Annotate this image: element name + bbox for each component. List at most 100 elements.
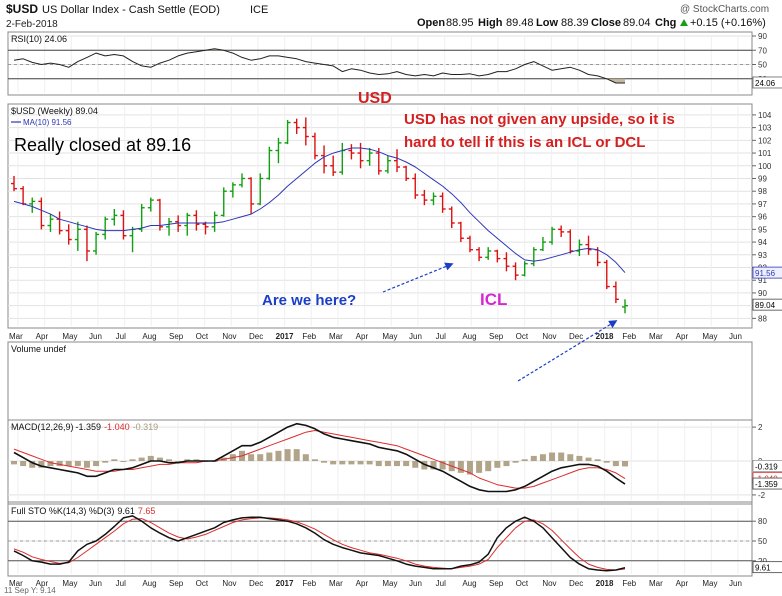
month-label: Jun [89, 332, 102, 341]
price-bar [321, 145, 328, 174]
question-arrow [382, 262, 454, 293]
price-title: $USD (Weekly) 89.04 [11, 106, 98, 116]
price-bar [521, 261, 528, 277]
month-label: Mar [9, 332, 23, 341]
price-bar [220, 187, 227, 217]
month-label: Mar [649, 332, 663, 341]
macd-histogram-bar [567, 454, 574, 461]
macd-histogram-bar [539, 454, 546, 461]
macd-histogram-bar [330, 461, 337, 465]
price-bar [138, 203, 145, 232]
month-label: Jun [409, 579, 422, 588]
price-tick-label: 90 [758, 289, 767, 298]
annotations: Really closed at 89.16 USD USD has not g… [14, 90, 675, 382]
price-bar [193, 210, 200, 231]
price-bar [485, 247, 492, 260]
month-label: Jun [729, 332, 742, 341]
month-label: Dec [569, 332, 583, 341]
price-bar [603, 259, 610, 290]
macd-histogram-bar [348, 461, 355, 465]
price-bar [83, 225, 90, 262]
month-label: Nov [222, 579, 236, 588]
price-bar [622, 299, 628, 314]
month-label: Jul [116, 332, 126, 341]
price-content [11, 117, 628, 314]
macd-histogram-bar [494, 461, 501, 468]
macd-histogram-bar [284, 449, 291, 461]
price-bar [612, 281, 619, 304]
macd-histogram-bar [366, 461, 373, 465]
price-bar [175, 215, 182, 232]
macd-histogram-bar [184, 459, 191, 461]
month-axis: Mar Apr May Jun Jul Aug Sep Oct Nov Dec 2017 Feb Mar… [9, 332, 742, 341]
quote-line: Open 88.95 High 89.48 Low 88.39 Close 89… [417, 17, 766, 29]
macd-histogram-bar [357, 461, 364, 465]
price-last-value: 89.04 [755, 301, 776, 310]
macd-histogram-bar [248, 454, 255, 461]
price-bar [93, 231, 100, 255]
sto-title-value-1: 9.61 [117, 506, 135, 516]
price-bar [476, 247, 483, 262]
low-value: 88.39 [561, 17, 589, 29]
chart-header: $USD US Dollar Index - Cash Settle (EOD)… [6, 2, 769, 30]
macd-histogram-bar [166, 459, 173, 461]
sto-panel[interactable]: 2050809.61 Full STO %K(14,3) %D(3)9.617.… [7, 503, 782, 577]
ma10-line [13, 147, 626, 273]
macd-histogram-bar [65, 461, 72, 467]
macd-histogram-bar [175, 461, 182, 462]
month-label: Aug [142, 332, 156, 341]
month-label: Oct [196, 332, 209, 341]
price-bar [302, 117, 309, 146]
price-tick-label: 91 [758, 276, 767, 285]
macd-panel[interactable]: -202-0.319-1.040-1.359 MACD(12,26,9)-1.3… [7, 419, 782, 503]
close-value: 89.04 [623, 17, 651, 29]
price-tick-label: 102 [758, 136, 772, 145]
macd-line [13, 422, 626, 493]
price-bar [348, 144, 355, 160]
hover-label: 11 Sep Y: 9.14 [4, 586, 56, 595]
price-last-value-box [752, 298, 782, 311]
price-bar [229, 182, 236, 198]
price-bar [549, 226, 556, 245]
month-label: Aug [462, 332, 476, 341]
high-value: 89.48 [506, 17, 534, 29]
month-label: 2018 [596, 332, 614, 341]
price-bar [576, 239, 583, 257]
macd-title: MACD(12,26,9) -1.359 -1.040 -0.319 [11, 422, 158, 432]
sto-axis: 2050809.61 [752, 517, 782, 574]
high-label: High [478, 17, 503, 29]
price-bar [11, 175, 17, 192]
month-label: Apr [676, 332, 689, 341]
price-axis: 8889909192939495969798991001011021031049… [752, 111, 782, 323]
bottom-month-axis: Mar Apr May Jun Jul Aug Sep Oct Nov Dec 2017 Feb Mar… [9, 579, 742, 588]
rsi-oversold-fill [615, 78, 625, 84]
macd-histogram-bar [111, 459, 118, 461]
rsi-title: RSI(10) 24.06 [11, 34, 67, 44]
comment-line-1: USD has not given any upside, so it is [404, 111, 675, 128]
macd-histogram-bar [384, 461, 391, 467]
macd-histogram-bar [29, 461, 36, 468]
month-label: 2017 [276, 579, 294, 588]
month-label: Aug [462, 579, 476, 588]
month-label: Sep [169, 579, 184, 588]
lower-arrow [517, 320, 618, 382]
macd-histogram-bar [93, 461, 100, 467]
macd-histogram-bar [102, 461, 109, 463]
rsi-panel[interactable]: 3050709024.06 RSI(10) 24.06 [7, 31, 782, 96]
price-bar [238, 173, 245, 188]
month-label: 2017 [276, 332, 294, 341]
price-panel[interactable]: 8889909192939495969798991001011021031049… [7, 103, 782, 329]
price-bar [394, 149, 401, 173]
macd-line-last: -1.359 [755, 480, 778, 489]
rsi-line [13, 48, 625, 84]
sto-last-value-box [752, 561, 782, 574]
month-label: Aug [142, 579, 156, 588]
price-bar [311, 132, 318, 160]
rsi-content [8, 48, 752, 84]
closed-note: Really closed at 89.16 [14, 135, 191, 155]
price-bar [384, 155, 391, 174]
macd-histogram-bar [38, 461, 45, 468]
price-bar [111, 209, 118, 226]
month-label: Jul [436, 332, 446, 341]
